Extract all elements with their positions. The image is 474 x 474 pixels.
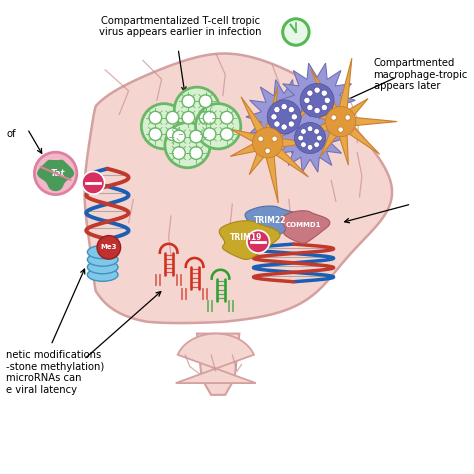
Polygon shape [301,58,397,165]
Circle shape [324,97,330,103]
Circle shape [294,122,326,154]
Circle shape [190,130,202,143]
Circle shape [199,95,212,108]
Circle shape [271,114,277,120]
Circle shape [326,106,356,137]
Text: of: of [6,128,16,138]
Circle shape [220,128,233,140]
Ellipse shape [87,268,118,281]
Text: COMMD1: COMMD1 [285,222,321,228]
Circle shape [190,146,202,159]
Circle shape [149,111,162,124]
Polygon shape [275,104,345,172]
Circle shape [141,104,187,149]
Text: TRIM19: TRIM19 [230,233,263,242]
Circle shape [314,142,319,147]
Circle shape [314,108,320,114]
Circle shape [331,115,337,120]
Polygon shape [176,334,256,383]
Circle shape [258,136,264,141]
Polygon shape [84,54,392,323]
Circle shape [314,87,320,93]
Circle shape [220,111,233,124]
Circle shape [307,126,313,132]
Circle shape [199,111,212,124]
Circle shape [203,111,216,124]
Circle shape [317,135,322,141]
Circle shape [307,90,313,96]
Circle shape [165,122,210,168]
Circle shape [288,121,294,127]
Text: Compartmented
macrophage-tropic
appears later: Compartmented macrophage-tropic appears … [374,58,468,91]
Polygon shape [38,161,73,191]
Text: TRIM22: TRIM22 [254,216,286,225]
Ellipse shape [87,246,118,259]
Polygon shape [230,87,317,203]
Circle shape [281,103,287,110]
Circle shape [166,128,179,140]
Polygon shape [219,221,280,259]
Circle shape [166,111,179,124]
Circle shape [82,172,105,194]
Circle shape [272,136,277,141]
Circle shape [173,146,185,159]
Circle shape [321,90,328,96]
Circle shape [307,145,313,150]
Circle shape [338,127,343,132]
Ellipse shape [87,261,118,274]
Polygon shape [279,63,356,137]
Text: Tat: Tat [51,169,65,178]
Circle shape [345,115,350,120]
Circle shape [203,128,216,140]
Circle shape [298,135,303,141]
Circle shape [291,114,297,120]
Circle shape [97,236,120,259]
Circle shape [321,104,328,110]
Polygon shape [246,80,322,154]
Circle shape [265,148,270,154]
Circle shape [301,142,306,147]
Circle shape [314,128,319,134]
Circle shape [182,111,195,124]
Circle shape [196,104,241,149]
Circle shape [253,128,283,158]
Circle shape [173,130,185,143]
Text: Me3: Me3 [100,245,117,250]
Circle shape [182,95,195,108]
Circle shape [301,128,306,134]
Polygon shape [245,206,301,238]
Text: Compartmentalized T-cell tropic
virus appears earlier in infection: Compartmentalized T-cell tropic virus ap… [99,16,262,37]
Circle shape [283,19,309,45]
Polygon shape [197,334,239,395]
Ellipse shape [87,253,118,266]
Circle shape [174,87,219,132]
Circle shape [149,128,162,140]
Circle shape [304,97,310,103]
Circle shape [274,121,280,127]
Circle shape [274,107,280,113]
Circle shape [300,83,334,117]
Circle shape [295,31,297,33]
Circle shape [288,107,294,113]
Circle shape [281,124,287,130]
Text: netic modifications
-stone methylation)
microRNAs can
e viral latency: netic modifications -stone methylation) … [6,350,104,395]
Polygon shape [281,211,330,243]
Circle shape [35,152,77,195]
Circle shape [307,104,313,110]
Circle shape [267,100,301,134]
Circle shape [247,230,270,253]
